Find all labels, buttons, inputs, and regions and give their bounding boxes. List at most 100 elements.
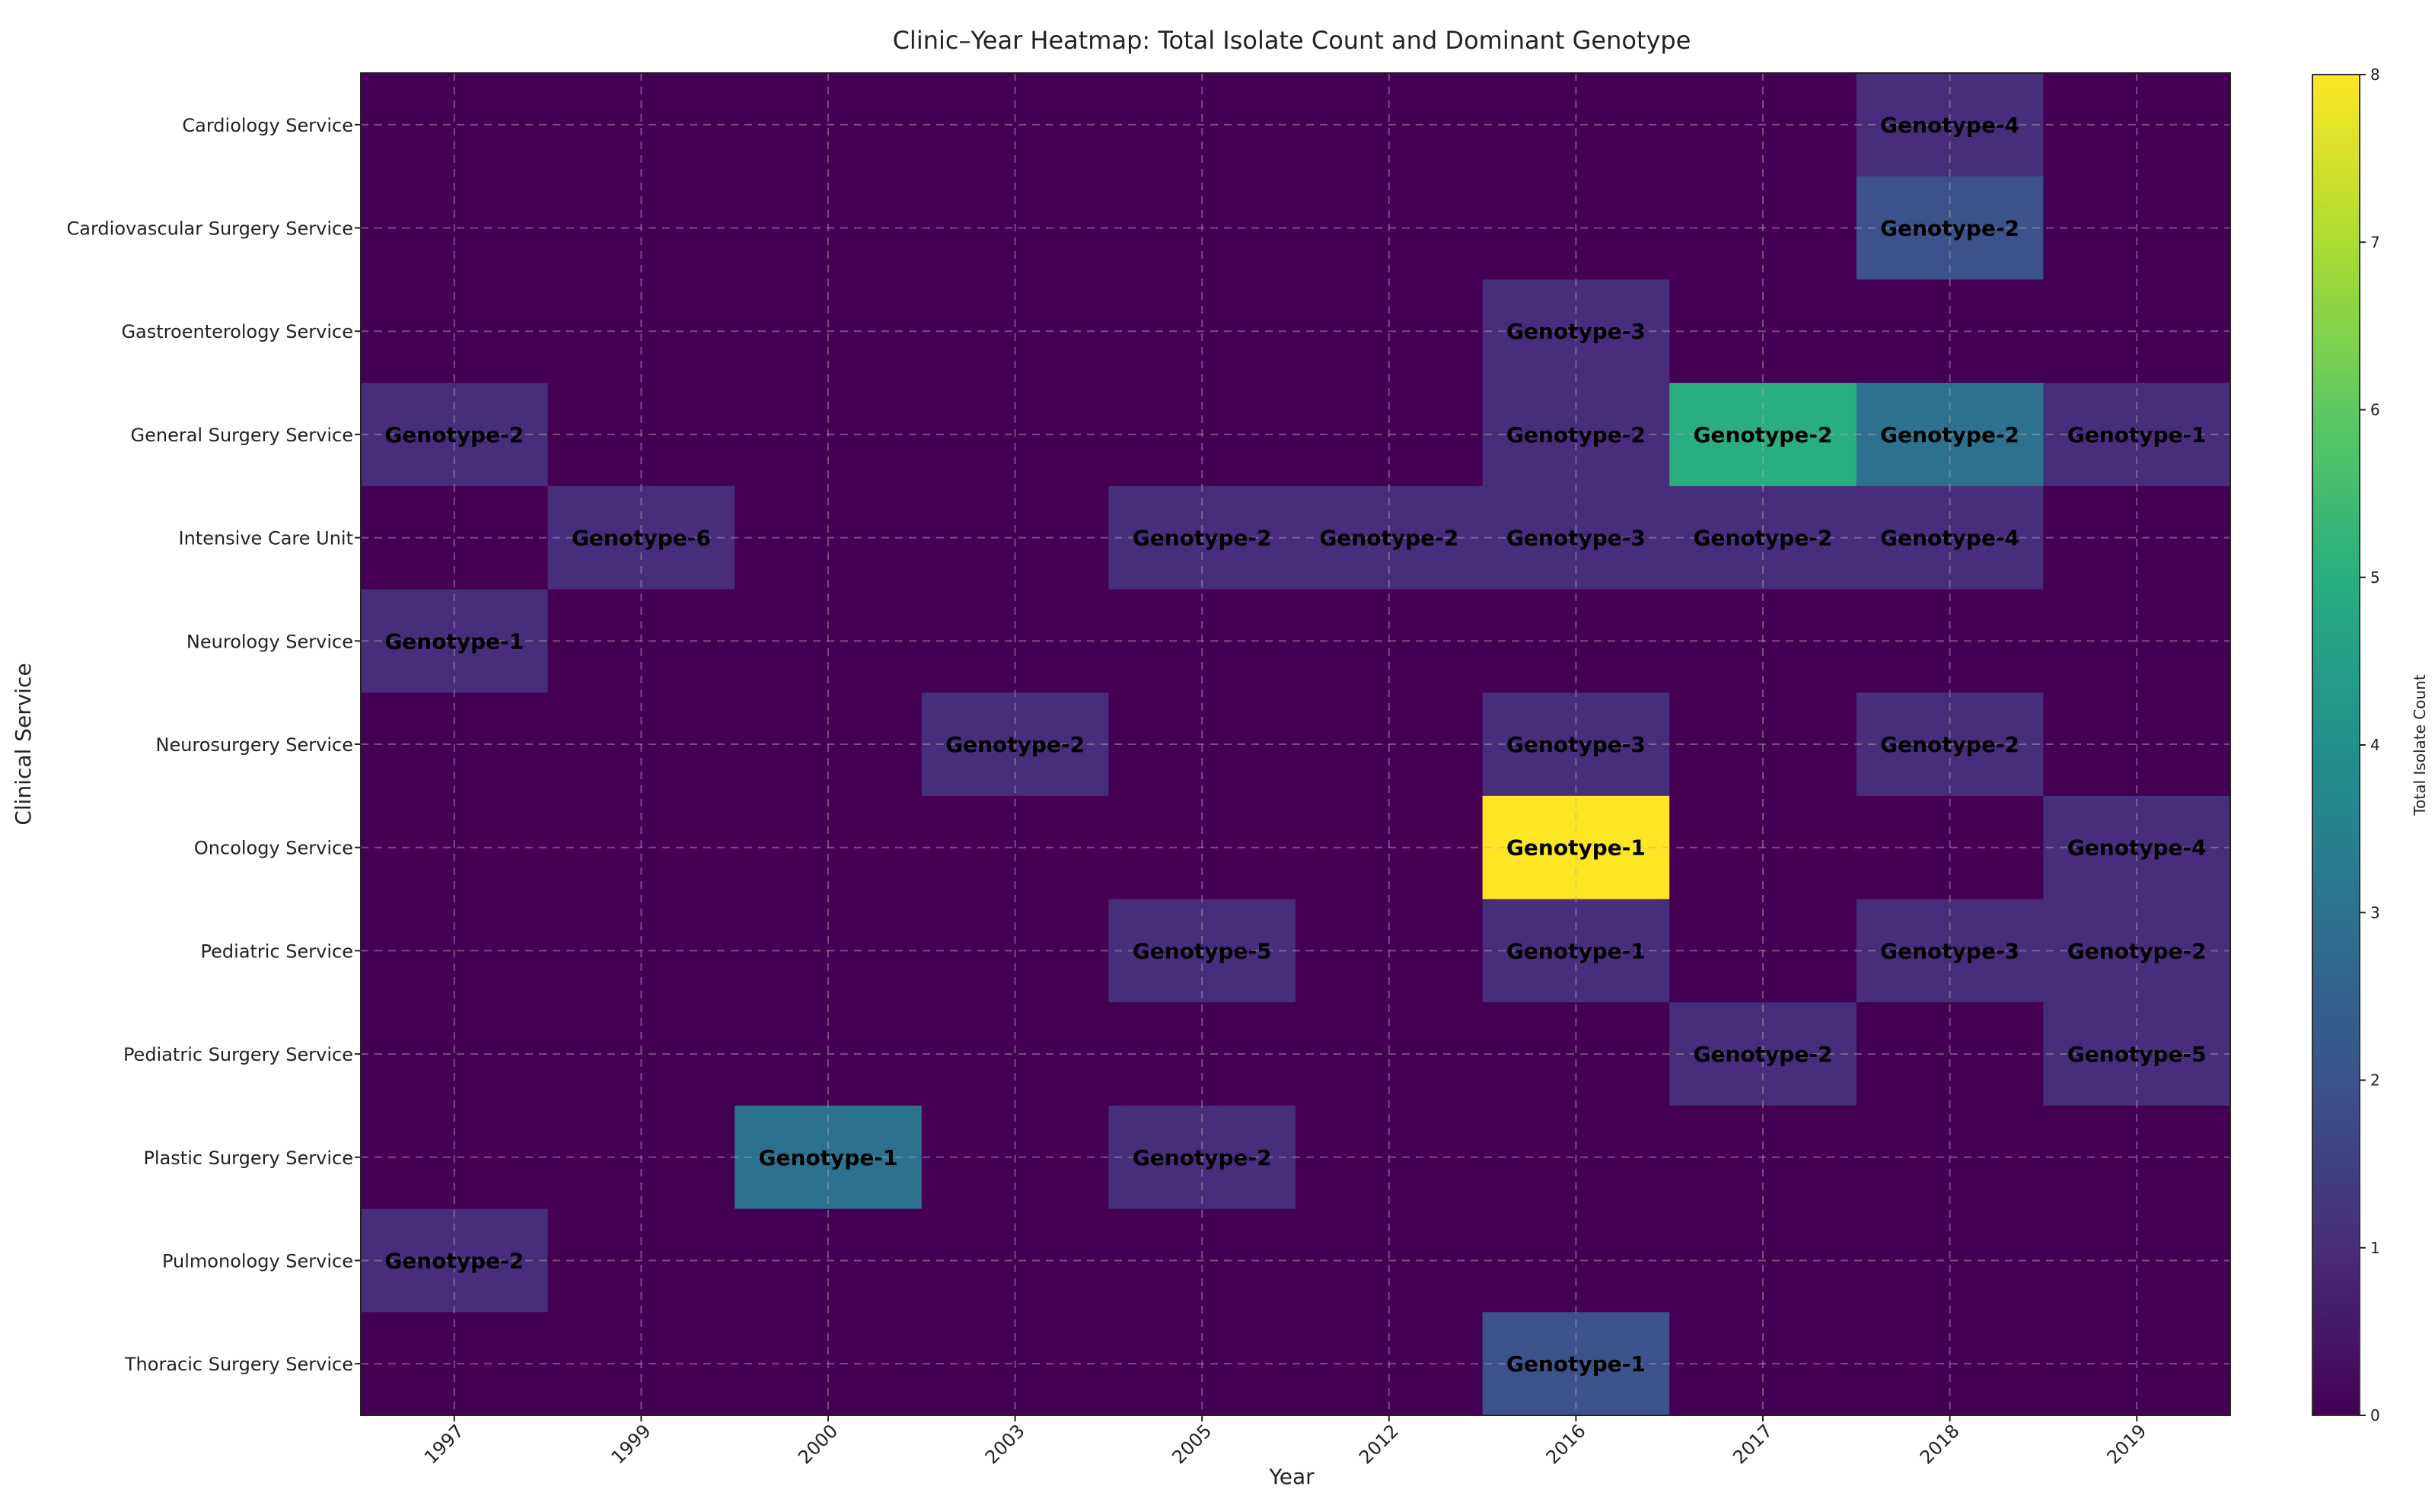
heatmap-cell [1669, 1312, 1857, 1416]
cell-annotation: Genotype-2 [1506, 422, 1646, 447]
heatmap-cell [361, 1105, 549, 1210]
x-tick-label: 2018 [1916, 1420, 1964, 1468]
heatmap-cell [1482, 485, 1670, 590]
heatmap-cell [361, 1208, 549, 1313]
heatmap-cell [1856, 795, 2044, 900]
heatmap-cell [1108, 692, 1296, 797]
heatmap-cell [1482, 1312, 1670, 1416]
heatmap-cell [547, 176, 735, 280]
heatmap-cell [361, 73, 549, 177]
heatmap-cell [547, 795, 735, 900]
heatmap-cell [2043, 73, 2231, 177]
heatmap-cell [1108, 279, 1296, 384]
cell-annotation: Genotype-4 [1880, 113, 2019, 138]
cell-annotation: Genotype-5 [1133, 938, 1272, 963]
heatmap-cell [1296, 1208, 1484, 1313]
heatmap-cell [361, 899, 549, 1003]
heatmap-cell [1856, 899, 2044, 1003]
x-tick-label: 1997 [420, 1420, 468, 1468]
heatmap-cell [1669, 279, 1857, 384]
cell-annotation: Genotype-1 [1506, 1351, 1646, 1377]
cell-annotation: Genotype-2 [1133, 1145, 1272, 1170]
heatmap-cell [1856, 1105, 2044, 1210]
cell-annotation: Genotype-2 [1880, 216, 2019, 241]
heatmap-cell [547, 899, 735, 1003]
cell-annotation: Genotype-2 [2067, 938, 2207, 963]
colorbar-tick-label: 8 [2370, 65, 2380, 84]
colorbar-tick-label: 2 [2370, 1071, 2380, 1090]
x-tick-label: 2016 [1542, 1420, 1590, 1468]
y-tick-label: Pediatric Surgery Service [123, 1044, 353, 1065]
heatmap-cell [1482, 795, 1670, 900]
heatmap-cell [1108, 795, 1296, 900]
heatmap-cell [361, 1312, 549, 1416]
heatmap-cell [735, 485, 923, 590]
heatmap-cell [1482, 1105, 1670, 1210]
heatmap-cell [735, 383, 923, 487]
cell-annotation: Genotype-3 [1506, 732, 1646, 757]
plot-area: Genotype-4 Genotype-2 Genotype-3 Genotype-2… [67, 72, 2231, 1468]
x-tick-label: 2003 [981, 1420, 1029, 1468]
cell-annotation: Genotype-2 [1133, 526, 1272, 551]
heatmap-cell [921, 1105, 1109, 1210]
heatmap-cell [1856, 692, 2044, 797]
heatmap-cell [1482, 279, 1670, 384]
heatmap-cell [1296, 485, 1484, 590]
heatmap-cell [1108, 899, 1296, 1003]
heatmap-cell [921, 1002, 1109, 1106]
heatmap-cell [1482, 899, 1670, 1003]
heatmap-cell [1482, 1002, 1670, 1106]
heatmap-cell [1108, 1208, 1296, 1313]
cell-annotation: Genotype-2 [384, 1248, 524, 1273]
heatmap-cell [1296, 1105, 1484, 1210]
heatmap-cell [921, 589, 1109, 693]
colorbar-tick-label: 7 [2370, 233, 2380, 251]
heatmap-cell [547, 485, 735, 590]
y-tick-label: Plastic Surgery Service [143, 1148, 353, 1169]
heatmap-cell [1296, 279, 1484, 384]
heatmap-cell [1296, 899, 1484, 1003]
x-tick-label: 2019 [2102, 1420, 2150, 1468]
y-tick-label: General Surgery Service [131, 425, 354, 446]
x-tick-label: 2017 [1729, 1420, 1777, 1468]
heatmap-cell [735, 73, 923, 177]
cell-annotation: Genotype-2 [1880, 732, 2019, 757]
heatmap-cell [1669, 795, 1857, 900]
cell-annotation: Genotype-5 [2067, 1042, 2207, 1067]
heatmap-cell [2043, 692, 2231, 797]
y-tick-label: Gastroenterology Service [121, 321, 353, 342]
cell-annotation: Genotype-1 [1506, 836, 1646, 861]
heatmap-cell [735, 795, 923, 900]
heatmap-cell [1669, 589, 1857, 693]
heatmap-cell [361, 383, 549, 487]
heatmap-cell [921, 485, 1109, 590]
chart-title: Clinic–Year Heatmap: Total Isolate Count… [893, 26, 1691, 55]
y-tick-label: Thoracic Surgery Service [124, 1354, 353, 1375]
heatmap-cell [1669, 73, 1857, 177]
heatmap-cell [1296, 1312, 1484, 1416]
heatmap-cell [921, 899, 1109, 1003]
heatmap-cell [547, 589, 735, 693]
cell-annotation: Genotype-4 [2067, 836, 2207, 861]
colorbar-tick-label: 6 [2370, 401, 2380, 419]
heatmap-cell [1856, 589, 2044, 693]
heatmap-cell [735, 589, 923, 693]
heatmap-cell [1296, 1002, 1484, 1106]
cell-annotation: Genotype-1 [2067, 422, 2207, 447]
heatmap-cell [2043, 383, 2231, 487]
heatmap-cell [1856, 279, 2044, 384]
cell-annotation: Genotype-1 [1506, 938, 1646, 963]
heatmap-cell [921, 1312, 1109, 1416]
heatmap-cell [2043, 899, 2231, 1003]
heatmap-cell [921, 383, 1109, 487]
heatmap-cell [2043, 485, 2231, 590]
y-tick-label: Cardiovascular Surgery Service [67, 218, 353, 240]
heatmap-cell [1669, 692, 1857, 797]
heatmap-cell [1856, 1002, 2044, 1106]
heatmap-cell [921, 795, 1109, 900]
heatmap-cell [1856, 485, 2044, 590]
cell-annotation: Genotype-6 [572, 526, 711, 551]
heatmap-cell [735, 279, 923, 384]
heatmap-cell [1669, 899, 1857, 1003]
heatmap-cell [735, 1002, 923, 1106]
